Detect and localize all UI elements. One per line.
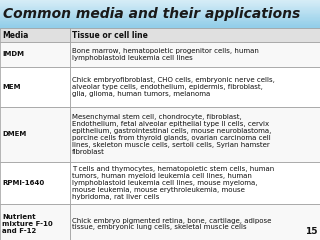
Text: Media: Media (2, 30, 28, 40)
Text: RPMI-1640: RPMI-1640 (2, 180, 44, 186)
Bar (0, 42, 70, 67)
Bar (70, 107, 320, 162)
Bar (70, 28, 320, 42)
Bar (0, 28, 70, 42)
Bar (0, 162, 70, 204)
Text: Chick embryofibroblast, CHO cells, embryonic nerve cells,
alveolar type cells, e: Chick embryofibroblast, CHO cells, embry… (72, 77, 275, 97)
Bar (0, 107, 70, 162)
Bar (0, 67, 70, 107)
Text: Common media and their applications: Common media and their applications (3, 7, 300, 21)
Bar (70, 162, 320, 204)
Text: Nutrient
mixture F-10
and F-12: Nutrient mixture F-10 and F-12 (2, 214, 53, 234)
Text: MEM: MEM (2, 84, 20, 90)
Text: IMDM: IMDM (2, 52, 24, 58)
Text: Chick embryo pigmented retina, bone, cartilage, adipose
tissue, embryonic lung c: Chick embryo pigmented retina, bone, car… (72, 217, 271, 230)
Text: Bone marrow, hematopoietic progenitor cells, human
lymphoblastoid leukemia cell : Bone marrow, hematopoietic progenitor ce… (72, 48, 259, 61)
Text: Tissue or cell line: Tissue or cell line (72, 30, 148, 40)
Bar (0, 204, 70, 240)
Bar (70, 67, 320, 107)
Text: 15: 15 (306, 227, 318, 236)
Text: Mesenchymal stem cell, chondrocyte, fibroblast,
Endothelium, fetal alveolar epit: Mesenchymal stem cell, chondrocyte, fibr… (72, 114, 271, 155)
Text: DMEM: DMEM (2, 132, 26, 138)
Bar (70, 42, 320, 67)
Text: T cells and thymocytes, hematopoietic stem cells, human
tumors, human myeloid le: T cells and thymocytes, hematopoietic st… (72, 166, 274, 200)
Bar (70, 204, 320, 240)
